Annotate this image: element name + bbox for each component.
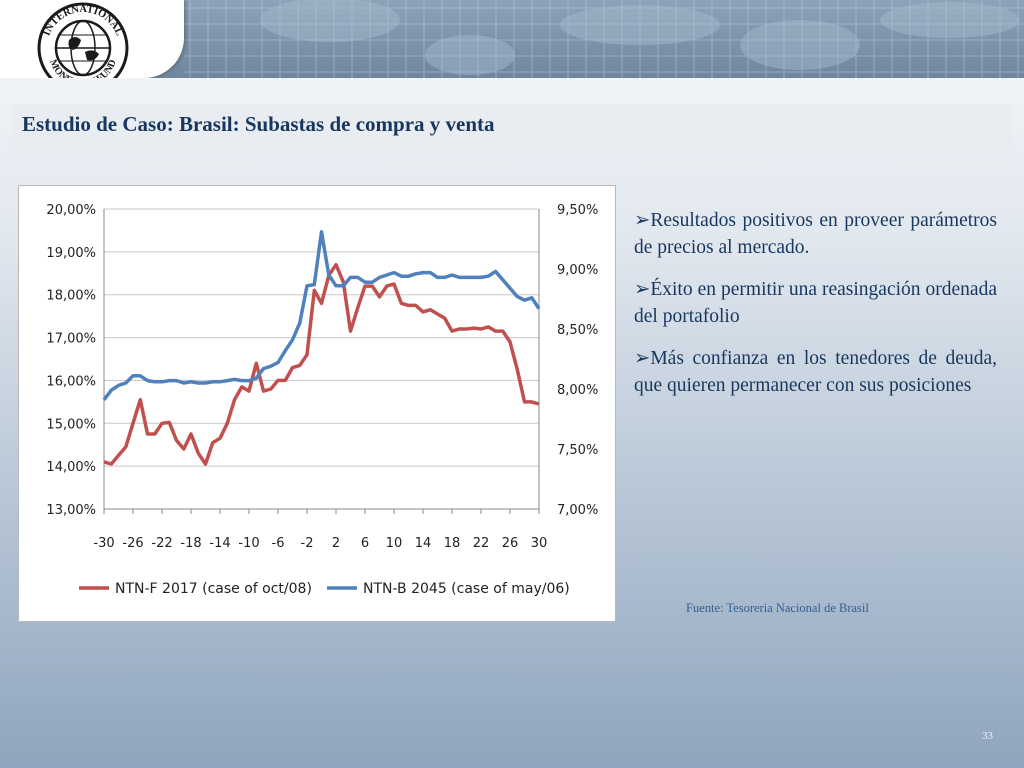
x-tick-label: -6	[272, 536, 285, 551]
series-line-ntnb-2045	[102, 230, 541, 401]
x-tick-label: -14	[209, 536, 230, 551]
x-tick-label: 18	[444, 536, 461, 551]
y-right-tick-label: 9,50%	[557, 203, 598, 218]
y-left-tick-label: 20,00%	[46, 203, 96, 218]
y-right-tick-label: 7,00%	[557, 503, 598, 518]
imf-seal-logo: INTERNATIONAL MONETARY FUND	[37, 2, 129, 78]
bullet-item: ➢Resultados positivos en proveer parámet…	[634, 207, 997, 261]
y-right-tick-label: 7,50%	[557, 443, 598, 458]
y-left-tick-label: 14,00%	[46, 460, 96, 475]
legend-label: NTN-F 2017 (case of oct/08)	[115, 581, 312, 597]
y-left-tick-label: 17,00%	[46, 332, 96, 347]
y-right-tick-label: 8,00%	[557, 383, 598, 398]
y-left-tick-label: 16,00%	[46, 374, 96, 389]
x-tick-label: 22	[473, 536, 490, 551]
x-tick-label: -22	[151, 536, 172, 551]
x-tick-label: 6	[361, 536, 369, 551]
x-tick-label: 10	[386, 536, 403, 551]
x-tick-label: 30	[531, 536, 548, 551]
x-tick-label: 2	[332, 536, 340, 551]
y-left-tick-label: 18,00%	[46, 289, 96, 304]
bullet-text: Resultados positivos en proveer parámetr…	[634, 210, 997, 258]
bullet-item: ➢Más confianza en los tenedores de deuda…	[634, 345, 997, 399]
x-tick-label: -2	[301, 536, 314, 551]
x-tick-label: -26	[122, 536, 143, 551]
arrow-bullet-icon: ➢	[634, 210, 651, 231]
header-band: INTERNATIONAL MONETARY FUND	[0, 0, 1024, 78]
bullet-text: Éxito en permitir una reasingación orden…	[634, 279, 997, 327]
x-tick-label: 26	[502, 536, 519, 551]
arrow-bullet-icon: ➢	[634, 348, 651, 369]
y-left-tick-label: 13,00%	[46, 503, 96, 518]
legend-label: NTN-B 2045 (case of may/06)	[363, 581, 570, 597]
world-map-background	[184, 0, 1024, 78]
y-right-tick-label: 9,00%	[557, 263, 598, 278]
source-note: Fuente: Tesoreria Nacional de Brasil	[686, 601, 869, 615]
series-line-ntnf-2017	[103, 262, 540, 466]
y-left-tick-label: 19,00%	[46, 246, 96, 261]
bullet-item: ➢Éxito en permitir una reasingación orde…	[634, 276, 997, 330]
bullet-list: ➢Resultados positivos en proveer parámet…	[634, 207, 997, 414]
x-tick-label: 14	[415, 536, 432, 551]
chart-container: 20,00% 19,00% 18,00% 17,00% 16,00% 15,00% 14,0…	[18, 185, 616, 622]
y-left-tick-label: 15,00%	[46, 417, 96, 432]
logo-tab: INTERNATIONAL MONETARY FUND	[0, 0, 184, 78]
arrow-bullet-icon: ➢	[634, 279, 651, 300]
slide-title: Estudio de Caso: Brasil: Subastas de com…	[22, 112, 495, 136]
title-bar: Estudio de Caso: Brasil: Subastas de com…	[12, 104, 1012, 146]
x-tick-label: -10	[238, 536, 259, 551]
y-right-tick-label: 8,50%	[557, 323, 598, 338]
bullet-text: Más confianza en los tenedores de deuda,…	[634, 348, 997, 396]
x-tick-label: -18	[180, 536, 201, 551]
line-chart: 20,00% 19,00% 18,00% 17,00% 16,00% 15,00% 14,0…	[46, 203, 598, 597]
page-number: 33	[982, 730, 993, 742]
x-tick-label: -30	[93, 536, 114, 551]
